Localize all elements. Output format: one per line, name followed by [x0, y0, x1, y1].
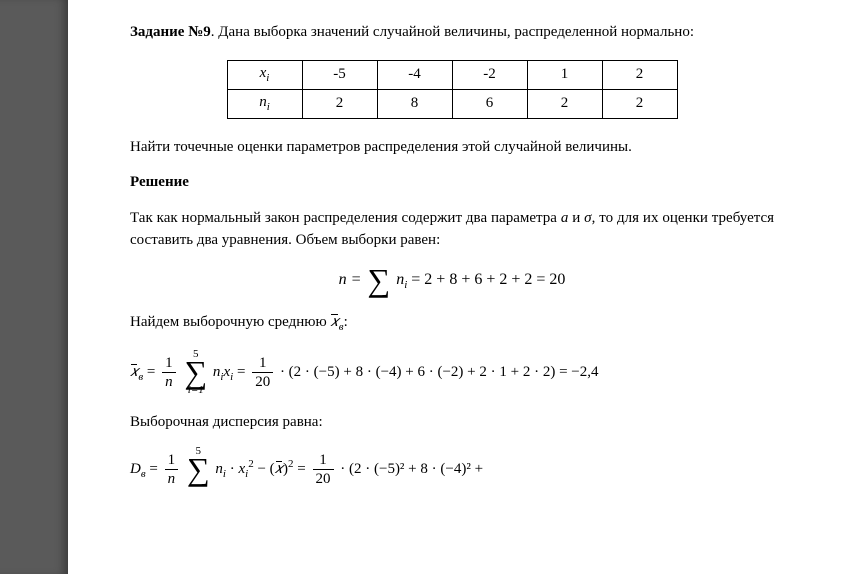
disp-arg1-sub: i — [223, 468, 226, 480]
data-table: xi -5 -4 -2 1 2 ni 2 8 6 2 2 — [227, 60, 678, 119]
find-mean-text-2: : — [344, 314, 348, 330]
xi-cell: -4 — [377, 60, 452, 89]
ni-cell: 2 — [527, 89, 602, 118]
frac-num: 1 — [252, 355, 273, 373]
table-row: xi -5 -4 -2 1 2 — [227, 60, 677, 89]
sum-arg-sub2: i — [230, 371, 233, 383]
fraction: 1 n — [162, 355, 176, 391]
disp-eq: = — [149, 461, 161, 477]
task-intro-text: . Дана выборка значений случайной величи… — [211, 24, 694, 40]
task-label: Задание №9 — [130, 24, 211, 40]
ni-header: ni — [227, 89, 302, 118]
disp-body: · (2 · (−5)² + 8 · (−4)² + — [340, 461, 483, 477]
formula-n-sub: i — [404, 279, 407, 291]
table-row: ni 2 8 6 2 2 — [227, 89, 677, 118]
xi-cell: 1 — [527, 60, 602, 89]
sum-symbol: 5 ∑ i=1 — [182, 350, 209, 395]
ni-var: n — [259, 94, 267, 110]
disp-lhs-sub: в — [141, 468, 146, 480]
xbar-symbol: 𝑥 — [330, 312, 338, 334]
normal-law-para: Так как нормальный закон распределения с… — [130, 208, 774, 252]
xbar-symbol: 𝑥 — [130, 362, 138, 384]
formula-mean: 𝑥в = 1 n 5 ∑ i=1 nixi = 1 20 · (2 · (−5)… — [130, 350, 774, 395]
formula-dispersion: Dв = 1 n 5 ∑ i=1 ni · xi2 − (𝑥)2 = 1 20 … — [130, 447, 774, 492]
find-mean-para: Найдем выборочную среднюю 𝑥в: — [130, 312, 774, 336]
mean-body: · (2 · (−5) + 8 · (−4) + 6 · (−2) + 2 · … — [280, 364, 599, 380]
mean-lhs-sub: в — [138, 371, 143, 383]
disp-minus: − ( — [257, 461, 274, 477]
ni-cell: 6 — [452, 89, 527, 118]
sigma-icon: ∑ — [184, 360, 207, 386]
frac-den: 20 — [252, 373, 273, 391]
mean-eq2: = — [237, 364, 249, 380]
xi-cell: 2 — [602, 60, 677, 89]
xbar-symbol: 𝑥 — [275, 459, 283, 481]
ni-cell: 2 — [302, 89, 377, 118]
disp-arg-n: n — [215, 461, 223, 477]
dispersion-text: Выборочная дисперсия равна: — [130, 412, 774, 434]
ni-cell: 2 — [602, 89, 677, 118]
frac-den: n — [162, 373, 176, 391]
fraction: 1 n — [165, 452, 179, 488]
frac-den: n — [165, 470, 179, 488]
xi-cell: -2 — [452, 60, 527, 89]
formula-n-lhs: n = — [339, 271, 366, 288]
sum-symbol: 5 ∑ i=1 — [185, 447, 212, 492]
xi-cell: -5 — [302, 60, 377, 89]
ni-cell: 8 — [377, 89, 452, 118]
xi-header: xi — [227, 60, 302, 89]
document-page: Задание №9. Дана выборка значений случай… — [68, 0, 844, 574]
disp-eq2: = — [297, 461, 309, 477]
xi-sub: i — [266, 72, 269, 84]
ni-sub: i — [267, 101, 270, 113]
param-sigma: σ — [584, 210, 591, 226]
frac-num: 1 — [162, 355, 176, 373]
formula-n-rhs: = 2 + 8 + 6 + 2 + 2 = 20 — [411, 271, 565, 288]
mean-eq: = — [147, 364, 159, 380]
normal-law-text-2: и — [568, 210, 584, 226]
task-intro: Задание №9. Дана выборка значений случай… — [130, 22, 774, 44]
page-shadow-edge — [0, 0, 68, 574]
sigma-icon: ∑ — [187, 457, 210, 483]
formula-n-arg: n — [396, 271, 404, 288]
fraction: 1 20 — [313, 452, 334, 488]
find-mean-text-1: Найдем выборочную среднюю — [130, 314, 330, 330]
disp-sq: 2 — [248, 458, 254, 470]
frac-num: 1 — [313, 452, 334, 470]
normal-law-text-1: Так как нормальный закон распределения с… — [130, 210, 561, 226]
find-text: Найти точечные оценки параметров распред… — [130, 137, 774, 159]
frac-den: 20 — [313, 470, 334, 488]
solution-header: Решение — [130, 172, 774, 194]
disp-sq2: 2 — [288, 458, 294, 470]
formula-n: n = ∑ ni = 2 + 8 + 6 + 2 + 2 = 20 — [130, 268, 774, 295]
fraction: 1 20 — [252, 355, 273, 391]
sigma-icon: ∑ — [367, 268, 390, 294]
disp-lhs-var: D — [130, 461, 141, 477]
frac-num: 1 — [165, 452, 179, 470]
